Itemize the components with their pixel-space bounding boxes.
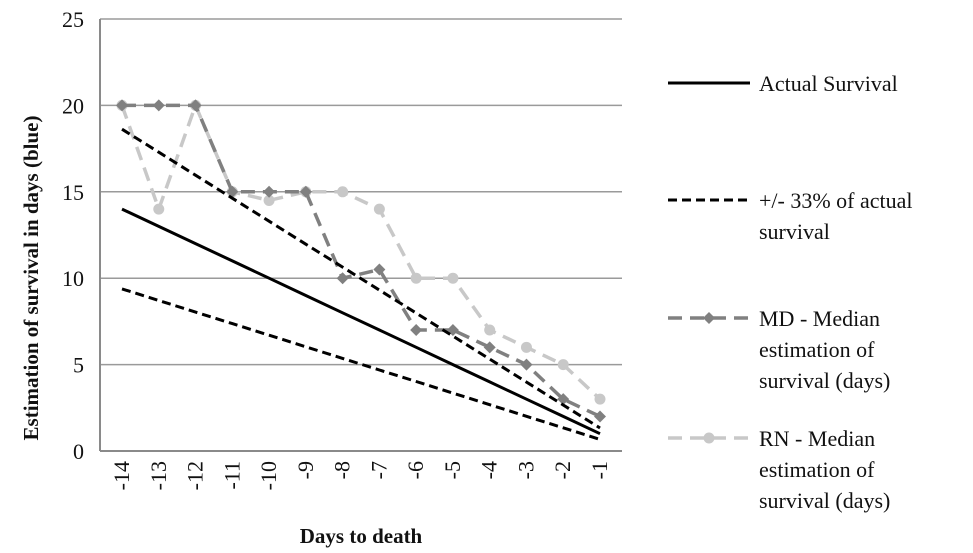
data-point-md: [299, 185, 312, 198]
legend-marker-md: [703, 312, 715, 324]
x-tick-label: -8: [330, 461, 355, 479]
x-tick-label: -3: [513, 461, 538, 479]
series-line-md: [122, 103, 601, 418]
legend-item-rn: RN - Median estimation of survival (days): [668, 426, 890, 513]
y-tick-label: 25: [62, 7, 84, 32]
legend-label: survival (days): [759, 488, 890, 513]
legend: Actual Survival +/- 33% of actual survival…: [668, 71, 913, 513]
legend-item-md: MD - Median estimation of survival (days): [668, 306, 890, 393]
data-point-md: [557, 393, 570, 406]
x-tick-label: -12: [183, 461, 208, 490]
data-point-rn: [447, 272, 459, 284]
y-axis-tick-labels: 0 5 10 15 20 25: [62, 7, 84, 464]
data-point-rn: [557, 359, 569, 371]
data-point-md: [520, 358, 533, 371]
legend-label: RN - Median: [759, 426, 875, 451]
legend-label: Actual Survival: [759, 71, 898, 96]
x-axis-title: Days to death: [300, 524, 423, 548]
legend-item-upper: +/- 33% of actual survival: [668, 188, 913, 244]
data-point-md: [263, 185, 276, 198]
data-point-md: [336, 272, 349, 285]
series-line-actual: [121, 207, 601, 436]
y-tick-label: 20: [62, 93, 84, 118]
legend-label: estimation of: [759, 337, 875, 362]
data-point-rn: [153, 203, 165, 215]
x-tick-label: -2: [550, 461, 575, 479]
data-point-rn: [520, 341, 532, 353]
data-point-md: [483, 341, 496, 354]
x-tick-label: -5: [440, 461, 465, 479]
legend-marker-rn: [703, 432, 715, 444]
y-tick-label: 0: [73, 439, 84, 464]
legend-item-actual: Actual Survival: [668, 71, 898, 96]
y-tick-label: 5: [73, 353, 84, 378]
x-axis-tick-labels: -14 -13 -12 -11 -10 -9 -8 -7 -6 -5 -4 -3 -2 -1: [109, 461, 612, 490]
data-point-rn: [373, 203, 385, 215]
data-point-md: [152, 99, 165, 112]
y-tick-label: 15: [62, 180, 84, 205]
data-point-md: [226, 185, 239, 198]
y-tick-label: 10: [62, 266, 84, 291]
legend-label: estimation of: [759, 457, 875, 482]
legend-label: survival (days): [759, 368, 890, 393]
series-line-upper: [121, 127, 601, 430]
data-point-md: [410, 324, 423, 337]
plot-area: [116, 99, 606, 441]
data-point-rn: [484, 324, 496, 336]
grid-lines: [99, 18, 622, 452]
data-point-md: [594, 410, 606, 423]
legend-label: MD - Median: [759, 306, 880, 331]
series-line-rn: [120, 103, 602, 401]
x-tick-label: -4: [477, 461, 502, 479]
y-axis-title: Estimation of survival in days (blue): [19, 116, 43, 441]
data-point-rn: [410, 272, 422, 284]
x-tick-label: -9: [293, 461, 318, 479]
data-point-md: [116, 99, 128, 112]
data-point-md: [373, 263, 386, 276]
x-tick-label: -14: [109, 461, 134, 490]
data-point-md: [189, 99, 202, 112]
x-tick-label: -11: [219, 461, 244, 490]
x-tick-label: -10: [256, 461, 281, 490]
x-tick-label: -1: [587, 461, 612, 479]
data-point-rn: [594, 393, 606, 405]
legend-label: +/- 33% of actual: [759, 188, 913, 213]
x-tick-label: -7: [366, 461, 391, 479]
data-point-rn: [337, 186, 349, 198]
x-tick-label: -13: [146, 461, 171, 490]
x-tick-label: -6: [403, 461, 428, 479]
legend-label: survival: [759, 219, 830, 244]
data-point-rn: [263, 194, 275, 206]
